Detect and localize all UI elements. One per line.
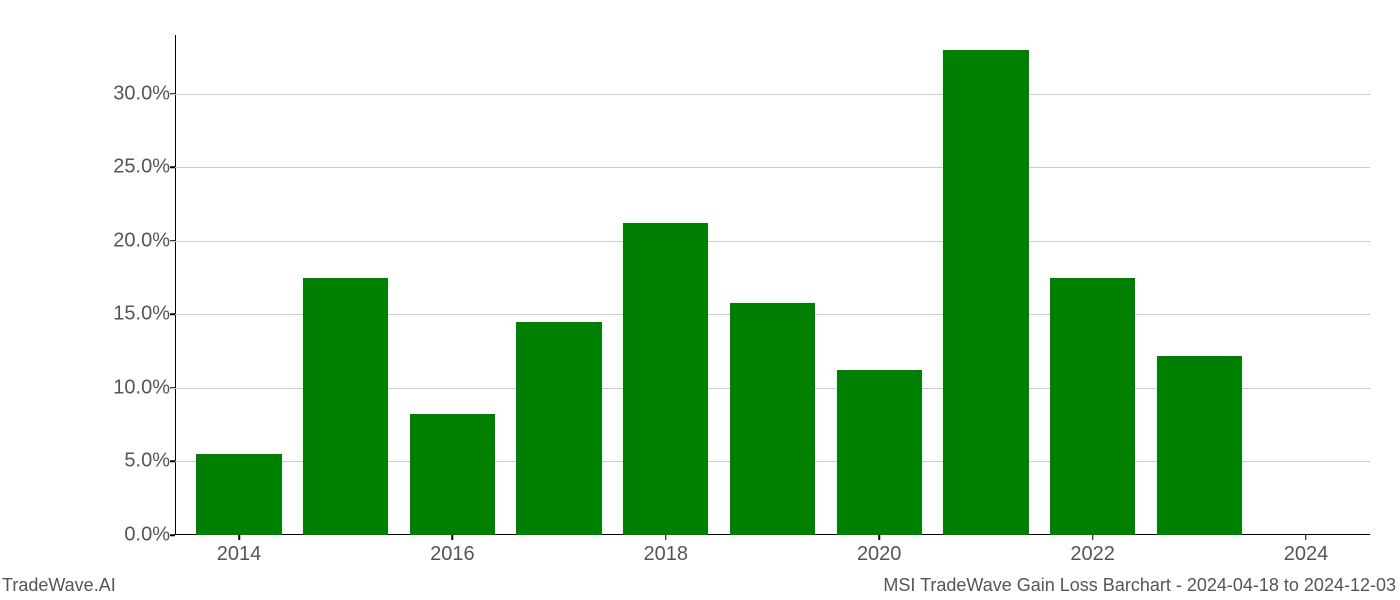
ytick-mark (170, 314, 175, 316)
gridline (175, 241, 1370, 242)
ytick-mark (170, 461, 175, 463)
ytick-mark (170, 167, 175, 169)
bar (196, 454, 281, 535)
bar (303, 278, 388, 535)
bar (623, 223, 708, 535)
ytick-label: 20.0% (113, 229, 170, 252)
xtick-label: 2022 (1070, 543, 1115, 566)
ytick-mark (170, 240, 175, 242)
bar (410, 414, 495, 535)
ytick-label: 10.0% (113, 376, 170, 399)
xtick-label: 2016 (430, 543, 475, 566)
xtick-label: 2014 (217, 543, 262, 566)
ytick-label: 15.0% (113, 303, 170, 326)
xtick-mark (238, 535, 240, 540)
xtick-mark (878, 535, 880, 540)
ytick-label: 25.0% (113, 156, 170, 179)
footer-left-text: TradeWave.AI (2, 575, 116, 596)
xtick-label: 2020 (857, 543, 902, 566)
chart-plot-area (175, 35, 1370, 535)
ytick-label: 30.0% (113, 82, 170, 105)
xtick-mark (1092, 535, 1094, 540)
bar (1157, 356, 1242, 535)
bar (516, 322, 601, 535)
xtick-mark (665, 535, 667, 540)
xtick-label: 2024 (1284, 543, 1329, 566)
bar (730, 303, 815, 535)
ytick-label: 5.0% (124, 450, 170, 473)
bar (837, 370, 922, 535)
xtick-mark (452, 535, 454, 540)
bar (1050, 278, 1135, 535)
ytick-mark (170, 534, 175, 536)
footer-right-text: MSI TradeWave Gain Loss Barchart - 2024-… (883, 575, 1396, 596)
xtick-mark (1305, 535, 1307, 540)
ytick-mark (170, 387, 175, 389)
gridline (175, 167, 1370, 168)
bar (943, 50, 1028, 535)
ytick-label: 0.0% (124, 524, 170, 547)
xtick-label: 2018 (644, 543, 689, 566)
gridline (175, 94, 1370, 95)
ytick-mark (170, 93, 175, 95)
